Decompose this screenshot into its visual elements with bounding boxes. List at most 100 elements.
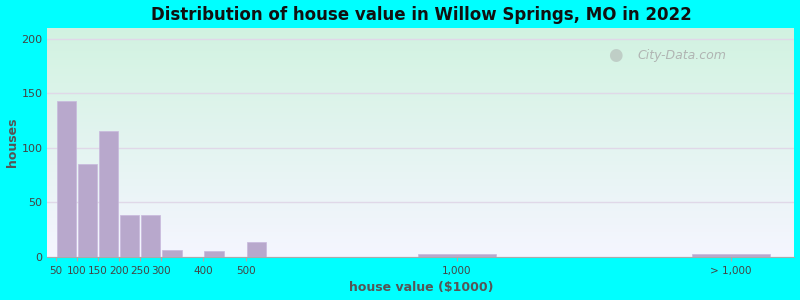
Bar [47, 172, 794, 174]
Bar [47, 136, 794, 138]
Bar [162, 250, 182, 257]
Bar [47, 110, 794, 112]
Bar [47, 69, 794, 71]
Bar [47, 35, 794, 37]
Bar [47, 67, 794, 69]
Bar [47, 152, 794, 154]
Bar [47, 161, 794, 163]
Bar [47, 225, 794, 227]
Bar [47, 234, 794, 236]
Bar [47, 184, 794, 186]
Bar [204, 251, 224, 257]
Bar [47, 97, 794, 99]
Bar [47, 177, 794, 179]
Bar [47, 213, 794, 216]
Bar [47, 252, 794, 255]
Bar [47, 37, 794, 39]
Text: City-Data.com: City-Data.com [638, 49, 726, 62]
Bar [47, 158, 794, 161]
Bar [47, 124, 794, 126]
Bar [47, 145, 794, 147]
Bar [47, 236, 794, 238]
Bar [47, 218, 794, 220]
Bar [47, 209, 794, 211]
Bar [692, 254, 770, 257]
Bar [99, 131, 118, 257]
Bar [57, 101, 76, 257]
Bar [47, 32, 794, 35]
Bar [47, 241, 794, 243]
Bar [47, 99, 794, 101]
Bar [47, 92, 794, 94]
Bar [47, 190, 794, 193]
Bar [47, 255, 794, 257]
Bar [47, 248, 794, 250]
Bar [47, 53, 794, 56]
Bar [47, 165, 794, 168]
Bar [47, 250, 794, 252]
Bar [47, 188, 794, 190]
Bar [78, 164, 97, 257]
Bar [47, 204, 794, 206]
Bar [47, 197, 794, 200]
Bar [47, 101, 794, 104]
Bar [47, 142, 794, 145]
Bar [47, 131, 794, 133]
Bar [47, 60, 794, 62]
Bar [47, 30, 794, 32]
Bar [47, 56, 794, 58]
Bar [47, 44, 794, 46]
Bar [47, 138, 794, 140]
Bar [47, 87, 794, 90]
Bar [47, 245, 794, 248]
Bar [47, 76, 794, 78]
Bar [47, 243, 794, 245]
Bar [47, 108, 794, 110]
Bar [47, 149, 794, 152]
Bar [47, 227, 794, 230]
Bar [47, 181, 794, 184]
Bar [47, 78, 794, 81]
Bar [47, 103, 794, 106]
Bar [47, 140, 794, 142]
Bar [47, 193, 794, 195]
Bar [418, 254, 495, 257]
Bar [47, 64, 794, 67]
Bar [47, 81, 794, 83]
Bar [47, 174, 794, 177]
Bar [47, 85, 794, 87]
Bar [47, 42, 794, 44]
Bar [47, 90, 794, 92]
Bar [47, 74, 794, 76]
Bar [47, 186, 794, 188]
Bar [47, 122, 794, 124]
Bar [47, 71, 794, 74]
Bar [47, 39, 794, 42]
Bar [47, 117, 794, 119]
Bar [47, 230, 794, 232]
Bar [47, 238, 794, 241]
Bar [47, 223, 794, 225]
Bar [47, 200, 794, 202]
Y-axis label: houses: houses [6, 118, 18, 167]
Bar [47, 216, 794, 218]
Bar [120, 215, 139, 257]
Bar [47, 49, 794, 51]
Bar [47, 206, 794, 209]
Text: ●: ● [608, 46, 622, 64]
Bar [47, 168, 794, 170]
Bar [141, 215, 161, 257]
Bar [47, 46, 794, 49]
Bar [47, 163, 794, 165]
Bar [47, 202, 794, 204]
Bar [47, 211, 794, 213]
Bar [47, 58, 794, 60]
Bar [47, 106, 794, 108]
Bar [47, 195, 794, 197]
Bar [47, 83, 794, 85]
Bar [47, 220, 794, 223]
Title: Distribution of house value in Willow Springs, MO in 2022: Distribution of house value in Willow Sp… [150, 6, 691, 24]
Bar [47, 232, 794, 234]
Bar [47, 115, 794, 117]
Bar [47, 126, 794, 129]
